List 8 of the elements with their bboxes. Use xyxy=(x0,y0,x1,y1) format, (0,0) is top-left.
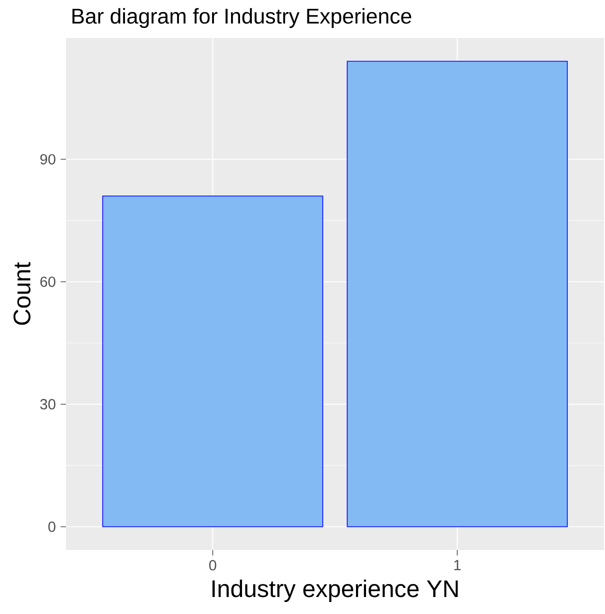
y-tick-label: 60 xyxy=(40,276,56,287)
y-tick-label: 0 xyxy=(48,522,56,532)
y-tick-label: 30 xyxy=(40,399,56,410)
y-axis-title: Count xyxy=(14,262,31,325)
x-axis-title: Industry experience YN xyxy=(212,580,458,602)
x-tick-label: 1 xyxy=(454,560,461,570)
chart-title: Bar diagram for Industry Experience xyxy=(72,8,412,28)
y-tick-label: 90 xyxy=(40,154,56,164)
